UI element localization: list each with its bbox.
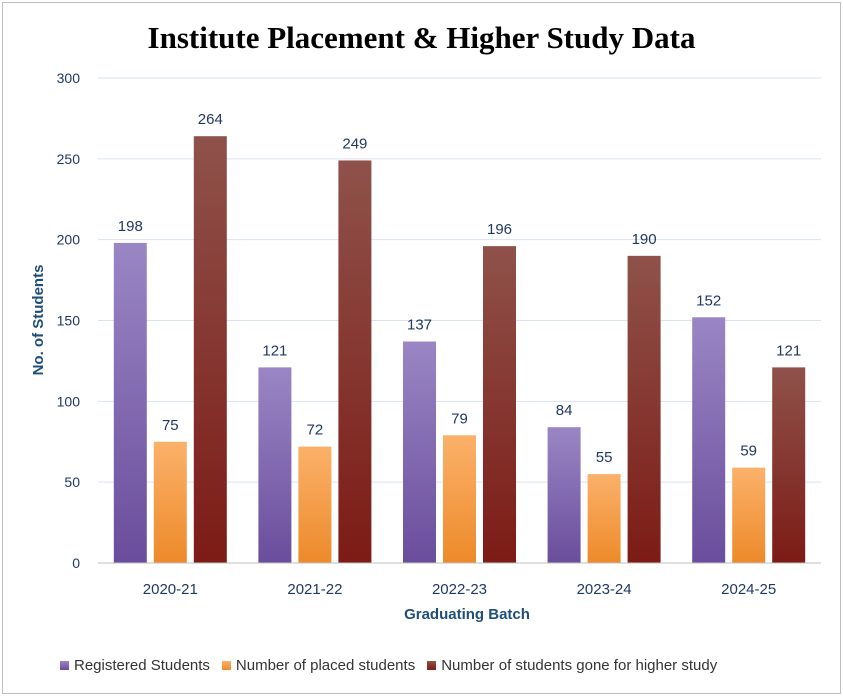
data-label: 121 <box>776 342 801 359</box>
bar <box>403 341 436 563</box>
y-tick-label: 300 <box>57 70 81 86</box>
y-tick-label: 0 <box>72 555 80 571</box>
legend-swatch <box>427 661 437 670</box>
data-label: 84 <box>556 402 573 419</box>
bar <box>298 446 332 563</box>
x-tick-label: 2023-24 <box>577 581 632 598</box>
bar <box>587 474 621 563</box>
legend-item: Registered Students <box>60 657 210 674</box>
legend-swatch <box>60 661 69 670</box>
legend-label: Number of placed students <box>235 657 416 674</box>
x-tick-label: 2020-21 <box>143 581 198 598</box>
bar <box>153 441 187 563</box>
data-label: 137 <box>407 317 432 334</box>
chart-title: Institute Placement & Higher Study Data <box>147 20 696 55</box>
bar <box>547 427 581 563</box>
x-axis-title: Graduating Batch <box>404 606 530 623</box>
legend: Registered Students Number of placed stud… <box>60 657 729 674</box>
legend-item: Number of students gone for higher study <box>427 657 717 674</box>
data-label: 55 <box>596 449 613 466</box>
legend-label: Registered Students <box>74 657 210 674</box>
x-tick-label: 2021-22 <box>287 581 342 598</box>
x-tick-label: 2024-25 <box>721 581 776 598</box>
data-label: 190 <box>632 231 657 248</box>
y-tick-label: 200 <box>57 232 81 248</box>
data-label: 79 <box>451 410 468 427</box>
bar <box>627 255 661 564</box>
bar <box>193 136 227 563</box>
data-label: 152 <box>696 292 721 309</box>
legend-item: Number of placed students <box>221 657 416 674</box>
y-tick-label: 100 <box>57 393 81 409</box>
y-tick-label: 250 <box>57 151 81 167</box>
bar <box>113 242 147 563</box>
bar <box>338 160 372 563</box>
bar <box>443 435 476 563</box>
data-label: 59 <box>740 443 757 460</box>
data-label: 72 <box>307 422 324 439</box>
bar <box>772 367 806 563</box>
bar <box>258 367 292 563</box>
y-tick-label: 150 <box>57 313 81 329</box>
data-label: 264 <box>198 111 223 128</box>
bar <box>732 467 766 563</box>
data-label: 121 <box>262 342 287 359</box>
y-tick-label: 50 <box>64 474 80 490</box>
bar <box>692 317 726 563</box>
x-tick-label: 2022-23 <box>432 581 487 598</box>
data-label: 249 <box>342 135 367 152</box>
data-label: 196 <box>487 221 512 238</box>
data-label: 75 <box>162 417 179 434</box>
legend-label: Number of students gone for higher study <box>441 657 718 674</box>
y-axis-title: No. of Students <box>30 265 47 376</box>
legend-swatch <box>221 661 231 670</box>
data-label: 198 <box>118 218 143 235</box>
bar <box>483 246 516 563</box>
